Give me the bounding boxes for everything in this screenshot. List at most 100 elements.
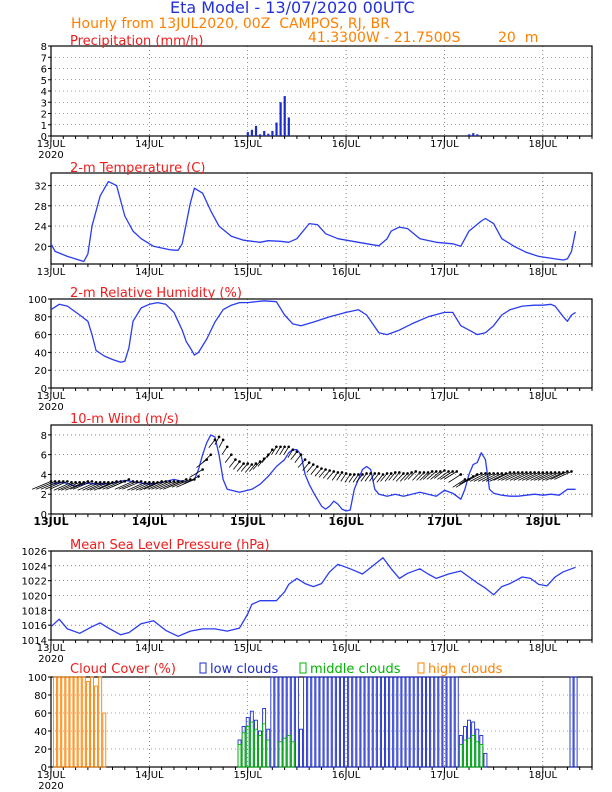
wind-arrow-head [246, 462, 250, 465]
wind-arrow-head [516, 471, 520, 474]
cloud-middle-bar-17 [479, 744, 484, 768]
wind-arrow-head [143, 481, 147, 484]
mslp-title: Mean Sea Level Pressure (hPa) [70, 538, 270, 553]
wind-arrow-30 [155, 480, 176, 490]
wind-arrow-head [377, 472, 381, 475]
wind-arrow-shaft [275, 446, 281, 455]
cloud-low-bar-33 [372, 676, 377, 768]
wind-arrow-shaft [407, 471, 417, 480]
wind-arrow-shaft [143, 481, 162, 490]
wind-arrow-113 [497, 471, 516, 481]
mslp-xtick-label-4: 17JUL [430, 643, 459, 654]
wind-arrow-shaft [395, 473, 404, 482]
rh-xtick-label-5: 18JUL [529, 391, 558, 402]
wind-arrow-head [393, 471, 397, 474]
cloud-middle-bar-16 [475, 741, 480, 768]
cloud-low-bar-16 [303, 676, 308, 768]
wind-arrow-shaft [331, 472, 339, 481]
wind-arrow-shaft [534, 472, 552, 481]
wind-arrow-head [217, 435, 221, 439]
wind-arrow-33 [167, 478, 188, 488]
wind-arrow-shaft [49, 481, 68, 490]
wind-arrow-45 [228, 458, 237, 468]
rh-xtick-label-4: 17JUL [430, 391, 459, 402]
wind-arrow-51 [252, 460, 262, 470]
wind-arrow-42 [218, 438, 225, 448]
wind-arrow-63 [302, 461, 311, 471]
wind-arrow-shaft [326, 471, 335, 480]
wind-arrow-shaft [360, 473, 367, 482]
wind-arrow-56 [275, 445, 282, 455]
temp-ytick-label-2: 28 [34, 202, 47, 213]
wind-arrow-shaft [139, 481, 158, 491]
panel-cloud: 0 20 40 60 80 100 13JUL 14JUL 15JUL 16JUL 17JUL 18J… [28, 662, 593, 792]
cloud-middle-bar-2 [245, 726, 250, 768]
wind-arrow-4 [49, 480, 69, 490]
wind-arrow-shaft [297, 459, 306, 468]
wind-arrow-head [209, 453, 213, 456]
rh-series-line [50, 300, 576, 363]
wind-arrow-head [66, 480, 69, 483]
cloud-low-bar-12 [286, 676, 291, 768]
wind-arrow-shaft [228, 459, 236, 468]
wind-arrow-109 [481, 472, 500, 482]
wind-arrow-shaft [310, 466, 318, 475]
wind-arrow-head [525, 471, 528, 474]
precip-ytick-label-2: 2 [41, 110, 47, 121]
wind-arrow-head [459, 473, 463, 476]
wind-arrow-shaft [147, 481, 166, 490]
rh-ytick-label-0: 0 [41, 384, 47, 395]
wind-arrow-shaft [102, 481, 121, 490]
wind-title: 10-m Wind (m/s) [70, 412, 179, 427]
wind-arrow-shaft [470, 473, 486, 482]
wind-arrow-21 [118, 480, 139, 490]
wind-arrow-head [275, 445, 278, 449]
precip-bar-9 [283, 96, 286, 136]
wind-arrow-shaft [477, 473, 494, 482]
wind-arrow-101 [452, 478, 467, 488]
mslp-ytick-label-3: 1020 [22, 592, 47, 603]
legend-low-clouds: low clouds [199, 662, 279, 677]
wind-arrow-head [49, 480, 53, 483]
wind-arrow-48 [240, 462, 250, 472]
wind-arrow-28 [147, 480, 168, 490]
cloud-high-bar-12 [102, 712, 107, 768]
wind-arrow-head [250, 463, 254, 466]
rh-xtick-label-1: 14JUL [135, 391, 164, 402]
wind-ytick-label-0: 0 [41, 510, 47, 521]
wind-arrow-118 [518, 471, 536, 481]
wind-arrow-76 [356, 473, 364, 483]
wind-arrow-head [492, 472, 495, 475]
wind-arrow-head [324, 468, 327, 471]
wind-arrow-head [303, 458, 307, 461]
wind-arrow-head [307, 461, 311, 464]
wind-arrow-shaft [31, 480, 52, 490]
rh-ytick-label-5: 100 [28, 295, 47, 306]
precip-bar-12 [472, 133, 475, 136]
wind-arrow-54 [266, 448, 274, 458]
wind-arrow-90 [412, 471, 422, 481]
wind-arrow-shaft [550, 471, 568, 480]
cloud-middle-bar-13 [462, 739, 467, 768]
wind-arrow-head [213, 438, 217, 442]
wind-arrow-shaft [452, 479, 466, 488]
wind-arrow-head [53, 480, 57, 483]
wind-xtick-label-3: 16JUL [328, 515, 363, 528]
wind-arrow-shaft [233, 461, 240, 470]
wind-arrow-head [352, 473, 356, 476]
wind-arrow-shaft [208, 439, 216, 448]
mslp-year-label: 2020 [38, 654, 63, 665]
cloud-low-bar-31 [364, 676, 369, 768]
precip-bar-3 [259, 134, 262, 136]
cloud-high-bar-7 [81, 676, 86, 768]
wind-arrow-head [418, 471, 422, 474]
cloud-low-bar-22 [327, 676, 332, 768]
temp-xtick-label-3: 16JUL [332, 267, 361, 278]
wind-arrow-head [238, 460, 241, 463]
cloud-high-bar-9 [90, 676, 94, 768]
cloud-low-bar-47 [430, 676, 435, 768]
wind-arrow-head [545, 471, 549, 474]
wind-arrow-head [221, 438, 225, 442]
wind-arrow-head [168, 480, 172, 483]
